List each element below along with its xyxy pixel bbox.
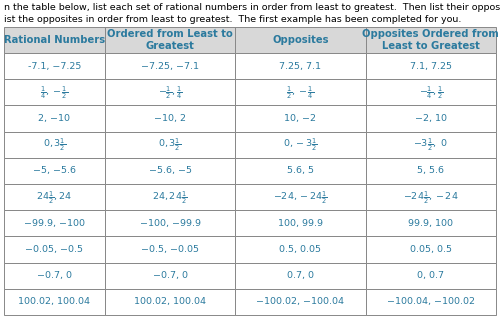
Text: $\frac{1}{2}, -\frac{1}{4}$: $\frac{1}{2}, -\frac{1}{4}$ bbox=[286, 84, 314, 101]
Text: $-\frac{1}{2}, \frac{1}{4}$: $-\frac{1}{2}, \frac{1}{4}$ bbox=[158, 84, 182, 101]
Text: −0.05, −0.5: −0.05, −0.5 bbox=[26, 245, 84, 254]
Text: 100, 99.9: 100, 99.9 bbox=[278, 219, 323, 228]
Bar bbox=[366, 105, 496, 132]
Text: −100, −99.9: −100, −99.9 bbox=[140, 219, 200, 228]
Text: −5, −5.6: −5, −5.6 bbox=[33, 167, 76, 175]
Bar bbox=[4, 79, 105, 105]
Bar bbox=[366, 289, 496, 315]
Text: −0.5, −0.05: −0.5, −0.05 bbox=[141, 245, 199, 254]
Text: Ordered from Least to
Greatest: Ordered from Least to Greatest bbox=[107, 29, 233, 51]
Bar bbox=[235, 27, 366, 53]
Bar bbox=[235, 184, 366, 210]
Text: 0, 0.7: 0, 0.7 bbox=[418, 271, 444, 280]
Text: −99.9, −100: −99.9, −100 bbox=[24, 219, 85, 228]
Bar bbox=[4, 236, 105, 263]
Text: Rational Numbers: Rational Numbers bbox=[4, 35, 105, 45]
Bar bbox=[366, 158, 496, 184]
Bar bbox=[235, 263, 366, 289]
Bar bbox=[366, 53, 496, 79]
Text: 0.5, 0.05: 0.5, 0.05 bbox=[280, 245, 322, 254]
Bar bbox=[105, 158, 235, 184]
Bar bbox=[105, 236, 235, 263]
Text: $0, 3\frac{1}{2}$: $0, 3\frac{1}{2}$ bbox=[43, 136, 66, 153]
Bar bbox=[105, 132, 235, 158]
Text: 100.02, 100.04: 100.02, 100.04 bbox=[134, 297, 206, 307]
Bar bbox=[235, 158, 366, 184]
Text: 7.1, 7.25: 7.1, 7.25 bbox=[410, 62, 452, 70]
Bar bbox=[235, 289, 366, 315]
Bar bbox=[4, 263, 105, 289]
Bar bbox=[105, 105, 235, 132]
Bar bbox=[105, 210, 235, 236]
Text: $-\frac{1}{4}, \frac{1}{2}$: $-\frac{1}{4}, \frac{1}{2}$ bbox=[418, 84, 443, 101]
Text: $0, -3\frac{1}{2}$: $0, -3\frac{1}{2}$ bbox=[283, 136, 318, 153]
Text: 99.9, 100: 99.9, 100 bbox=[408, 219, 454, 228]
Bar bbox=[366, 184, 496, 210]
Text: -7.1, −7.25: -7.1, −7.25 bbox=[28, 62, 81, 70]
Text: −0.7, 0: −0.7, 0 bbox=[37, 271, 72, 280]
Text: −100.04, −100.02: −100.04, −100.02 bbox=[387, 297, 475, 307]
Bar bbox=[4, 210, 105, 236]
Bar bbox=[235, 236, 366, 263]
Bar bbox=[235, 53, 366, 79]
Bar bbox=[105, 27, 235, 53]
Text: 5, 5.6: 5, 5.6 bbox=[418, 167, 444, 175]
Text: −10, 2: −10, 2 bbox=[154, 114, 186, 123]
Text: $0, 3\frac{1}{2}$: $0, 3\frac{1}{2}$ bbox=[158, 136, 182, 153]
Text: $\frac{1}{4}, -\frac{1}{2}$: $\frac{1}{4}, -\frac{1}{2}$ bbox=[40, 84, 68, 101]
Text: $-24, -24\frac{1}{2}$: $-24, -24\frac{1}{2}$ bbox=[273, 189, 328, 205]
Bar bbox=[235, 105, 366, 132]
Bar bbox=[4, 105, 105, 132]
Bar bbox=[105, 184, 235, 210]
Bar bbox=[366, 210, 496, 236]
Bar bbox=[235, 210, 366, 236]
Text: ist the opposites in order from least to greatest.  The first example has been c: ist the opposites in order from least to… bbox=[4, 15, 462, 24]
Bar bbox=[4, 27, 105, 53]
Text: −2, 10: −2, 10 bbox=[415, 114, 447, 123]
Bar bbox=[366, 79, 496, 105]
Text: 0.05, 0.5: 0.05, 0.5 bbox=[410, 245, 452, 254]
Bar bbox=[105, 289, 235, 315]
Bar bbox=[4, 184, 105, 210]
Text: 0.7, 0: 0.7, 0 bbox=[287, 271, 314, 280]
Bar bbox=[366, 263, 496, 289]
Text: −7.25, −7.1: −7.25, −7.1 bbox=[141, 62, 199, 70]
Text: 7.25, 7.1: 7.25, 7.1 bbox=[280, 62, 322, 70]
Bar bbox=[4, 158, 105, 184]
Bar bbox=[4, 53, 105, 79]
Bar bbox=[4, 132, 105, 158]
Text: −0.7, 0: −0.7, 0 bbox=[152, 271, 188, 280]
Text: $24, 24\frac{1}{2}$: $24, 24\frac{1}{2}$ bbox=[152, 189, 188, 205]
Bar bbox=[4, 289, 105, 315]
Bar bbox=[366, 132, 496, 158]
Text: $-3\frac{1}{2},\ 0$: $-3\frac{1}{2},\ 0$ bbox=[414, 136, 448, 153]
Bar bbox=[366, 236, 496, 263]
Text: Opposites: Opposites bbox=[272, 35, 328, 45]
Bar bbox=[105, 53, 235, 79]
Text: −100.02, −100.04: −100.02, −100.04 bbox=[256, 297, 344, 307]
Text: n the table below, list each set of rational numbers in order from least to grea: n the table below, list each set of rati… bbox=[4, 3, 500, 12]
Bar bbox=[235, 132, 366, 158]
Bar bbox=[366, 27, 496, 53]
Bar bbox=[235, 79, 366, 105]
Text: $-24\frac{1}{2}, -24$: $-24\frac{1}{2}, -24$ bbox=[403, 189, 458, 205]
Text: Opposites Ordered from
Least to Greatest: Opposites Ordered from Least to Greatest bbox=[362, 29, 499, 51]
Text: 5.6, 5: 5.6, 5 bbox=[287, 167, 314, 175]
Text: 10, −2: 10, −2 bbox=[284, 114, 316, 123]
Text: −5.6, −5: −5.6, −5 bbox=[148, 167, 192, 175]
Text: 100.02, 100.04: 100.02, 100.04 bbox=[18, 297, 90, 307]
Text: 2, −10: 2, −10 bbox=[38, 114, 70, 123]
Bar bbox=[105, 263, 235, 289]
Bar bbox=[105, 79, 235, 105]
Text: $24\frac{1}{2}, 24$: $24\frac{1}{2}, 24$ bbox=[36, 189, 72, 205]
